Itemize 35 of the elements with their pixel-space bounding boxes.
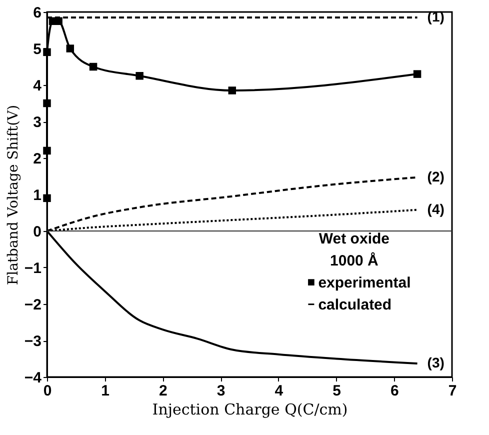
y-tick-label: −4 xyxy=(24,370,42,386)
y-tick-label: −2 xyxy=(24,296,42,314)
y-tick-label: −1 xyxy=(24,260,42,277)
x-tick-label: 2 xyxy=(159,382,168,400)
point xyxy=(43,99,51,108)
x-tick-label: 1 xyxy=(101,382,110,400)
x-axis-title: Injection Charge Q(C/cm) xyxy=(152,400,348,418)
series-label: (2) xyxy=(427,168,444,184)
point xyxy=(136,72,144,80)
x-tick-label: 5 xyxy=(332,382,341,400)
point xyxy=(54,17,62,25)
y-axis-title: Flatband Voltage Shift(V) xyxy=(5,104,22,286)
point xyxy=(66,44,74,52)
y-tick-label: 0 xyxy=(33,224,42,240)
legend-label: experimental xyxy=(318,274,411,292)
point xyxy=(43,48,51,56)
series-label: (3) xyxy=(427,354,444,370)
series-label: (4) xyxy=(427,200,444,217)
x-tick-label: 4 xyxy=(274,382,284,400)
annotation: calculated xyxy=(318,296,392,314)
point xyxy=(413,70,422,78)
point xyxy=(228,86,236,94)
point xyxy=(43,194,51,202)
point xyxy=(43,146,51,155)
y-tick-label: 4 xyxy=(33,78,42,94)
y-tick-label: 5 xyxy=(33,41,42,58)
y-tick-label: 2 xyxy=(33,150,42,168)
y-tick-label: 1 xyxy=(33,187,42,204)
x-tick-label: 6 xyxy=(390,382,399,400)
y-tick-label: 3 xyxy=(33,114,42,131)
x-tick-label: 3 xyxy=(216,382,226,400)
y-tick-label: −3 xyxy=(24,333,42,350)
point xyxy=(89,62,98,71)
y-tick-label: 6 xyxy=(33,4,42,22)
x-tick-label: 7 xyxy=(448,382,457,400)
